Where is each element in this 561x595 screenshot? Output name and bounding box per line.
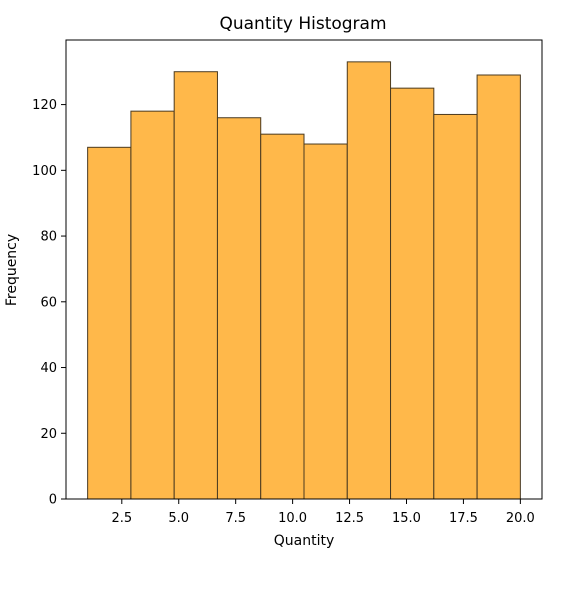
histogram-bar-6: [303, 143, 348, 500]
histogram-bar-5: [260, 133, 305, 500]
x-axis-ticks: 2.5 5.0 7.5 10.0 12.5 15.0 17.5 20.0: [111, 499, 535, 526]
y-tick-label: 60: [40, 295, 57, 310]
chart-title: Quantity Histogram: [219, 14, 386, 34]
bars-layer: [87, 61, 521, 500]
x-tick-label: 17.5: [449, 511, 478, 526]
y-tick-label: 100: [32, 164, 57, 179]
plot-area-frame: [65, 39, 543, 500]
histogram-bar-9: [433, 113, 478, 500]
histogram-bar-1: [87, 146, 132, 500]
x-tick-label: 15.0: [392, 511, 421, 526]
x-tick-label: 10.0: [278, 511, 307, 526]
x-tick-label: 20.0: [506, 511, 535, 526]
histogram-bar-8: [390, 87, 435, 500]
x-tick-label: 2.5: [111, 511, 132, 526]
histogram-bar-2: [130, 110, 175, 500]
histogram-bar-4: [216, 117, 262, 500]
histogram-bar-7: [346, 61, 392, 500]
histogram-bar-10: [476, 74, 521, 500]
x-tick-label: 5.0: [168, 511, 189, 526]
x-tick-label: 7.5: [225, 511, 246, 526]
histogram-bar-3: [173, 71, 218, 500]
x-tick-label: 12.5: [335, 511, 364, 526]
y-tick-label: 120: [32, 98, 57, 113]
y-tick-label: 40: [40, 361, 57, 376]
y-axis-label: Frequency: [4, 234, 20, 306]
x-axis-label: Quantity: [274, 533, 335, 549]
y-tick-label: 20: [40, 427, 57, 442]
y-axis-ticks: 0 20 40 60 80 100 120: [32, 98, 66, 508]
y-tick-label: 80: [40, 230, 57, 245]
y-tick-label: 0: [49, 493, 57, 508]
